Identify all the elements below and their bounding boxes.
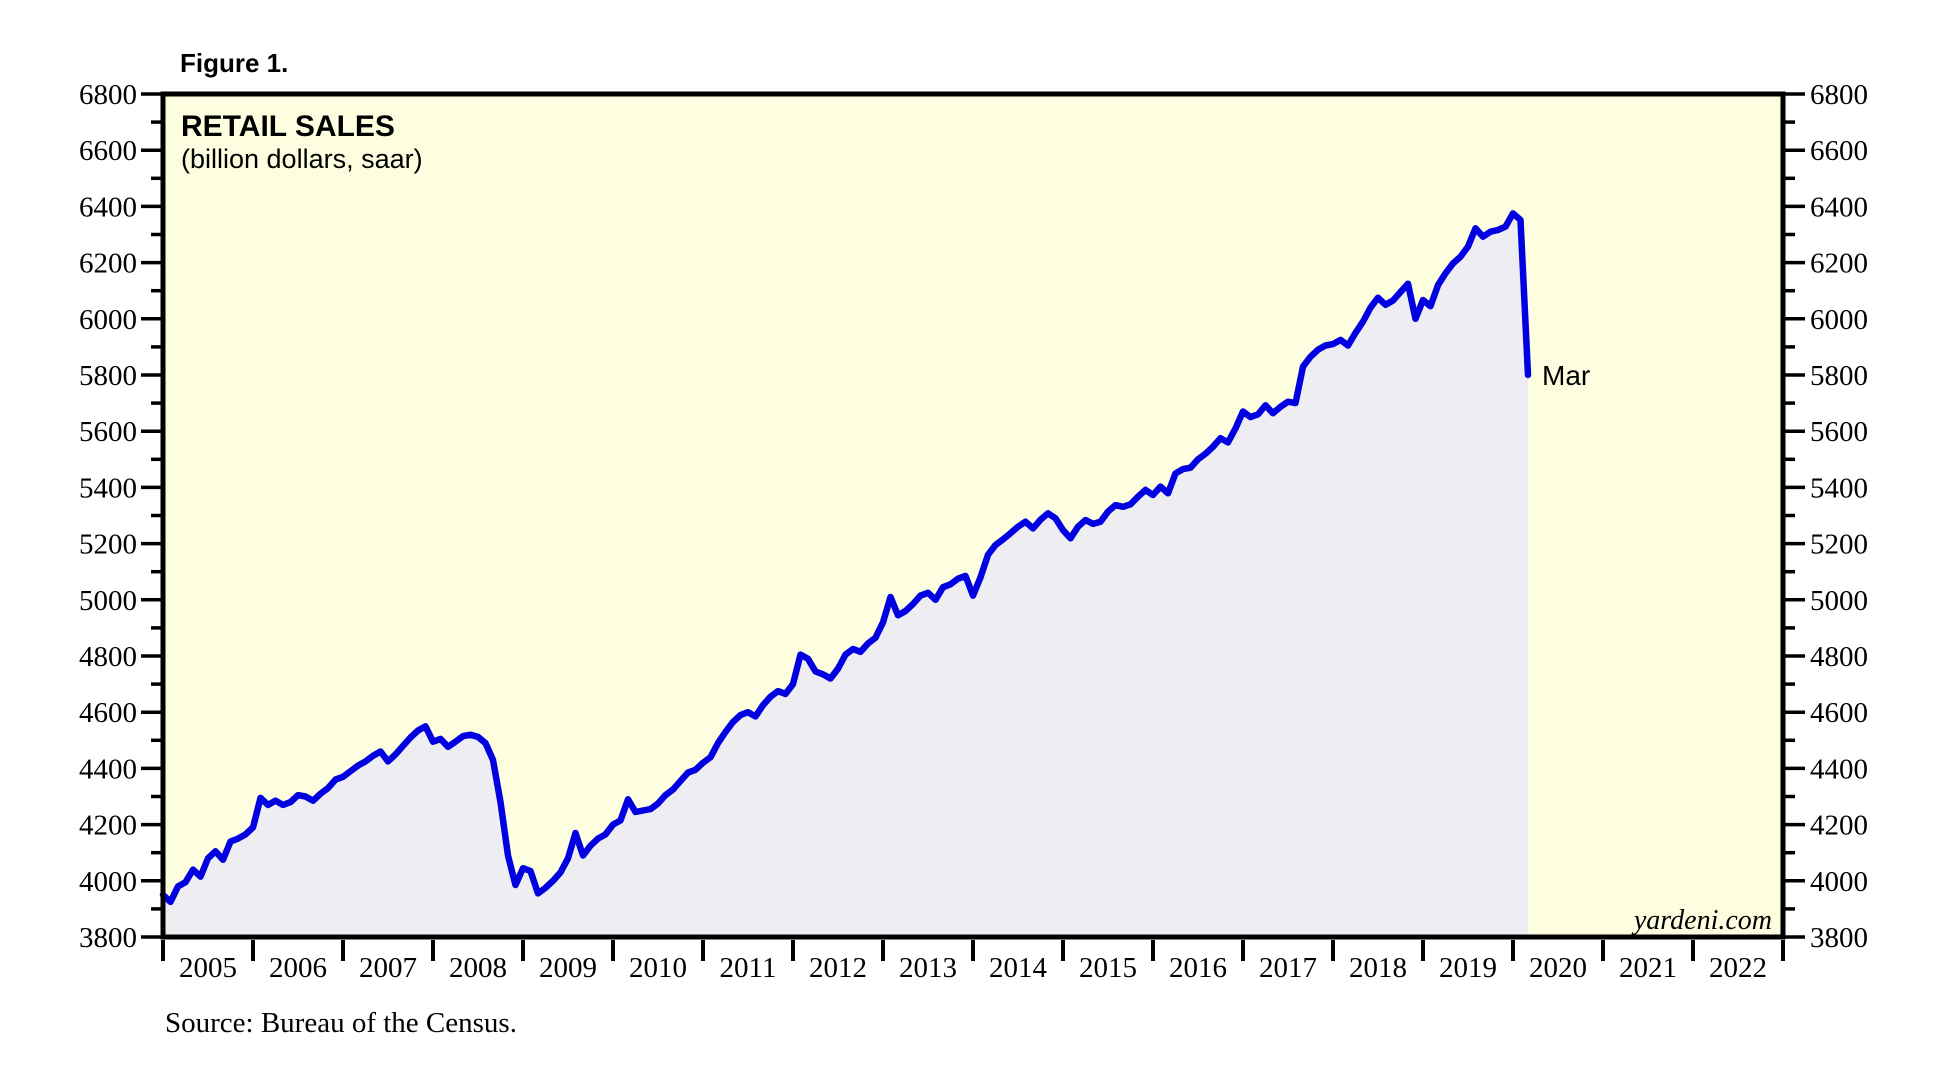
retail-sales-chart: 3800 4000 4200 4400 4600 4800 5000 5200 5400 5600…: [79, 79, 1868, 984]
tick-label: 3800: [79, 922, 137, 954]
tick-label: 6600: [1810, 135, 1868, 167]
tick-label: 4200: [1810, 810, 1868, 842]
watermark: yardeni.com: [1631, 905, 1772, 936]
tick-label: 4000: [79, 866, 137, 898]
y-axis-labels-right: 3800 4000 4200 4400 4600 4800 5000 5200 5400 5600…: [1810, 79, 1868, 954]
mar-annotation: Mar: [1542, 360, 1590, 391]
retail-sales-line: [159, 210, 1532, 906]
tick-label: 2022: [1709, 952, 1767, 984]
tick-label: 2016: [1169, 952, 1227, 984]
tick-label: 5400: [79, 472, 137, 504]
y-axis-labels-left: 3800 4000 4200 4400 4600 4800 5000 5200 5400 5600…: [79, 79, 137, 954]
chart-subtitle: (billion dollars, saar): [181, 144, 423, 174]
tick-label: 3800: [1810, 922, 1868, 954]
tick-label: 5200: [79, 529, 137, 561]
tick-label: 6800: [79, 79, 137, 111]
tick-label: 4400: [1810, 753, 1868, 785]
tick-label: 4400: [79, 753, 137, 785]
tick-label: 2013: [899, 952, 957, 984]
tick-label: 2019: [1439, 952, 1497, 984]
tick-label: 5000: [1810, 585, 1868, 617]
tick-label: 5800: [79, 360, 137, 392]
tick-label: 2017: [1259, 952, 1317, 984]
tick-label: 4200: [79, 810, 137, 842]
tick-label: 2007: [359, 952, 417, 984]
axis-ticks: [141, 92, 1805, 961]
tick-label: 6200: [79, 248, 137, 280]
tick-label: 2012: [809, 952, 867, 984]
tick-label: 6400: [79, 191, 137, 223]
tick-label: 2009: [539, 952, 597, 984]
tick-label: 2005: [179, 952, 237, 984]
tick-label: 6000: [1810, 304, 1868, 336]
tick-label: 2020: [1529, 952, 1587, 984]
tick-label: 4800: [79, 641, 137, 673]
tick-label: 4000: [1810, 866, 1868, 898]
tick-label: 6200: [1810, 248, 1868, 280]
tick-label: 2014: [989, 952, 1048, 984]
tick-label: 6400: [1810, 191, 1868, 223]
source-note: Source: Bureau of the Census.: [165, 1007, 517, 1039]
tick-label: 6600: [79, 135, 137, 167]
tick-label: 6800: [1810, 79, 1868, 111]
tick-label: 2018: [1349, 952, 1407, 984]
tick-label: 2008: [449, 952, 507, 984]
area-fill: [163, 213, 1528, 937]
plot-border: [160, 91, 1786, 940]
tick-label: 5000: [79, 585, 137, 617]
tick-label: 2006: [269, 952, 327, 984]
tick-label: 4600: [79, 697, 137, 729]
tick-label: 2015: [1079, 952, 1137, 984]
tick-label: 2010: [629, 952, 687, 984]
x-axis-labels: 2005 2006 2007 2008 2009 2010 2011 2012 2013 2014…: [179, 952, 1767, 984]
tick-label: 5400: [1810, 472, 1868, 504]
tick-label: 5600: [1810, 416, 1868, 448]
tick-label: 4600: [1810, 697, 1868, 729]
tick-label: 6000: [79, 304, 137, 336]
tick-label: 2021: [1619, 952, 1677, 984]
tick-label: 5600: [79, 416, 137, 448]
tick-label: 4800: [1810, 641, 1868, 673]
figure-label: Figure 1.: [180, 48, 288, 78]
chart-title: RETAIL SALES: [181, 110, 395, 143]
tick-label: 2011: [720, 952, 777, 984]
tick-label: 5800: [1810, 360, 1868, 392]
tick-label: 5200: [1810, 529, 1868, 561]
